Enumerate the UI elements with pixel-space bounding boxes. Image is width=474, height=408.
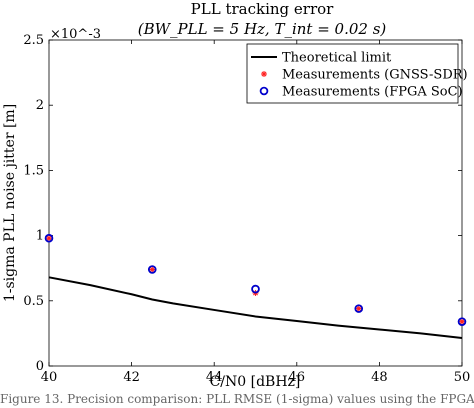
y-tick-label: 0.5 — [23, 294, 44, 309]
chart-title: PLL tracking error — [191, 0, 334, 18]
y-tick-label: 1.5 — [23, 163, 44, 178]
data-point-gnss-sdr — [459, 318, 465, 325]
x-axis-label: C/N0 [dBHz] — [210, 374, 301, 390]
data-point-fpga-soc — [251, 284, 260, 294]
data-point-fpga-soc — [44, 233, 54, 243]
data-point-fpga-soc — [457, 317, 467, 326]
y-tick-label: 2.5 — [23, 33, 44, 48]
series-line-theoretical-limit — [48, 276, 463, 339]
data-point-gnss-sdr — [149, 266, 156, 273]
legend: Theoretical limit Measurements (GNSS-SDR)… — [246, 43, 468, 104]
chart-subtitle: (BW_PLL = 5 Hz, T_int = 0.02 s) — [138, 20, 387, 38]
y-axis-label: 1-sigma PLL noise jitter [m] — [2, 104, 18, 302]
data-point-gnss-sdr — [46, 235, 52, 242]
x-tick-label: 50 — [454, 370, 471, 385]
x-tick-label: 48 — [371, 370, 388, 385]
x-tick-label: 42 — [123, 370, 140, 385]
data-point-fpga-soc — [147, 265, 157, 274]
legend-circle-marker — [259, 86, 269, 96]
y-tick-label: 1 — [36, 229, 44, 244]
data-point-gnss-sdr — [355, 305, 362, 312]
y-tick-label: 0 — [36, 359, 44, 374]
chart: PLL tracking error (BW_PLL = 5 Hz, T_int… — [2, 0, 471, 390]
legend-star-marker — [261, 71, 267, 77]
legend-entry-label: Theoretical limit — [282, 51, 392, 66]
legend-entry-label: Measurements (FPGA SoC) — [282, 85, 463, 100]
x-tick-label: 40 — [41, 370, 58, 385]
legend-entry-label: Measurements (GNSS-SDR) — [282, 68, 468, 83]
y-tick-label: 2 — [36, 98, 44, 113]
data-point-fpga-soc — [354, 304, 364, 313]
series-layer — [44, 233, 467, 339]
x-tick-label: 44 — [206, 370, 223, 385]
plot-area — [48, 39, 463, 367]
x-tick-label: 46 — [289, 370, 306, 385]
figure-caption: Figure 13. Precision comparison: PLL RMS… — [0, 392, 474, 406]
y-multiplier-label: ×10^-3 — [50, 27, 101, 42]
legend-box — [246, 43, 459, 104]
x-axis: 40 42 44 46 48 50 — [41, 40, 471, 385]
y-axis: 0 0.5 1 1.5 2 2.5 — [23, 33, 462, 374]
